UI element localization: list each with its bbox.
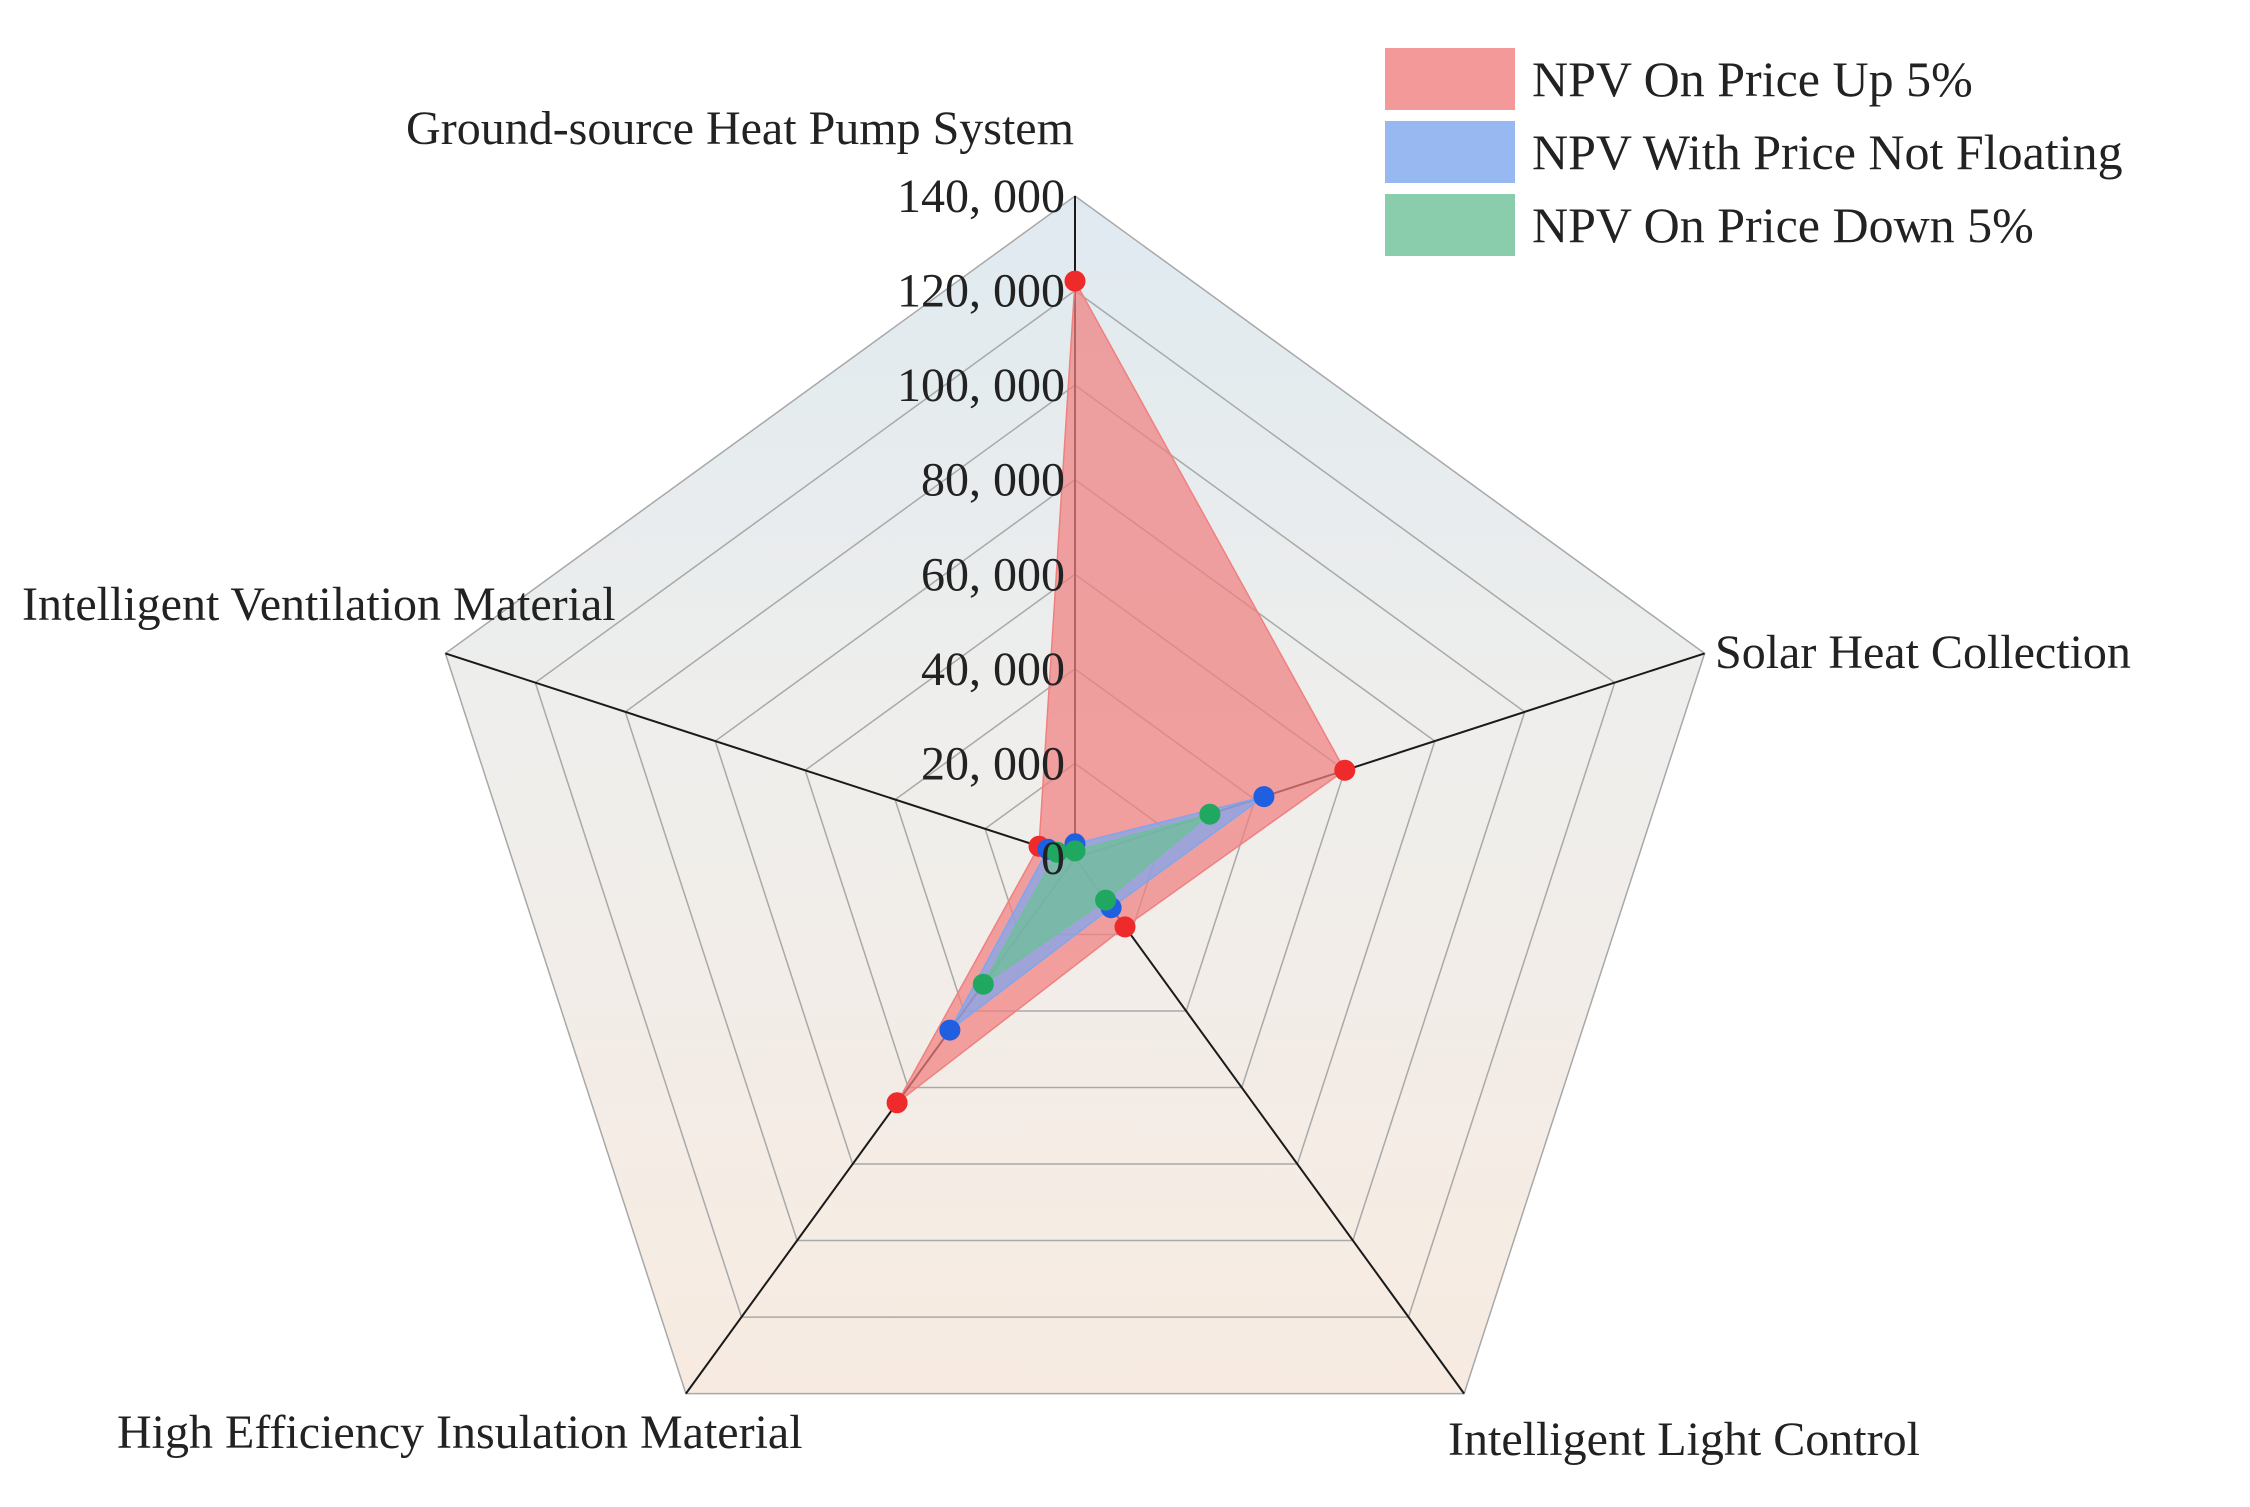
grid-ring [534,289,1616,1318]
axis-labels: Ground-source Heat Pump System Solar Heat… [22,102,2131,1466]
radial-tick-labels: 0 20, 000 40, 000 60, 000 80, 000 100, 000 120… [897,170,1065,885]
radial-tick-label: 80, 000 [921,454,1065,507]
legend-label: NPV On Price Up 5% [1532,51,1973,107]
radar-grid [534,289,1616,1318]
legend-label: NPV On Price Down 5% [1532,197,2034,253]
radial-tick-label: 140, 000 [897,170,1065,223]
radial-tick-label: 60, 000 [921,548,1065,601]
series-0-point-0 [1064,270,1086,292]
axis-label: Solar Heat Collection [1715,626,2131,679]
radial-tick-label: 100, 000 [897,359,1065,412]
axis-spoke [445,652,1076,859]
series-2-point-1 [1199,803,1221,825]
series-0-point-3 [886,1092,908,1114]
series-2-point-4 [1046,841,1068,863]
legend: NPV On Price Up 5% NPV With Price Not Flo… [1385,48,2123,256]
grid-ring [714,478,1436,1165]
legend-swatch [1385,121,1515,183]
series-1-point-1 [1253,786,1275,808]
legend-swatch [1385,194,1515,256]
axis-label: Ground-source Heat Pump System [406,102,1074,155]
radar-series-group [886,270,1356,1114]
series-0-point-2 [1114,916,1136,938]
series-2-point-0 [1064,840,1086,862]
axis-spoke [1074,857,1465,1395]
series-area-0 [896,278,1346,1104]
axis-label: Intelligent Ventilation Material [22,578,616,631]
radial-tick-label: 40, 000 [921,643,1065,696]
legend-swatch [1385,48,1515,110]
axis-label: Intelligent Light Control [1448,1413,1920,1466]
axis-label: High Efficiency Insulation Material [117,1406,803,1459]
legend-label: NPV With Price Not Floating [1532,124,2123,180]
grid-ring [624,384,1526,1242]
series-2-point-3 [972,973,994,995]
series-2-point-2 [1095,889,1117,911]
radial-tick-label: 20, 000 [921,737,1065,790]
radial-tick-label: 120, 000 [897,265,1065,318]
series-0-point-1 [1334,759,1356,781]
radial-tick-label: 0 [1041,832,1065,885]
series-1-point-3 [939,1019,961,1041]
